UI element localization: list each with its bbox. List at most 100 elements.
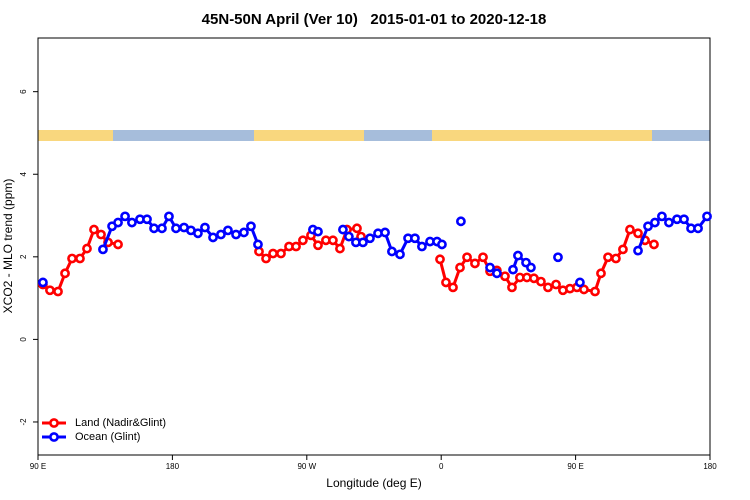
y-tick-label: 2 bbox=[19, 254, 28, 259]
point bbox=[82, 243, 92, 254]
point bbox=[693, 223, 703, 234]
land-strip bbox=[38, 130, 113, 141]
legend-label: Land (Nadir&Glint) bbox=[75, 417, 166, 429]
point bbox=[649, 239, 659, 250]
plot-frame bbox=[37, 37, 711, 456]
point bbox=[261, 253, 271, 264]
point bbox=[216, 229, 226, 240]
point bbox=[127, 217, 137, 228]
point bbox=[358, 237, 368, 248]
point bbox=[470, 258, 480, 269]
point bbox=[113, 239, 123, 250]
point bbox=[553, 252, 563, 263]
point bbox=[223, 225, 233, 236]
legend-box bbox=[39, 413, 184, 446]
land-strip bbox=[432, 130, 652, 141]
point bbox=[253, 239, 263, 250]
series-line bbox=[101, 213, 709, 275]
point bbox=[441, 277, 451, 288]
point bbox=[67, 253, 77, 264]
point bbox=[455, 262, 465, 273]
point bbox=[410, 233, 420, 244]
point bbox=[157, 223, 167, 234]
y-tick-label: 4 bbox=[19, 171, 28, 176]
point bbox=[208, 232, 218, 243]
point bbox=[633, 245, 643, 256]
point bbox=[526, 262, 536, 273]
point bbox=[508, 264, 518, 275]
x-tick-label: 90 E bbox=[567, 462, 583, 471]
point bbox=[417, 241, 427, 252]
point bbox=[53, 286, 63, 297]
x-tick-label: 90 W bbox=[297, 462, 316, 471]
point bbox=[193, 228, 203, 239]
point bbox=[120, 211, 130, 222]
point bbox=[200, 222, 210, 233]
point bbox=[96, 229, 106, 240]
point bbox=[485, 262, 495, 273]
point bbox=[649, 217, 660, 228]
y-tick-label: 0 bbox=[19, 337, 28, 342]
point bbox=[456, 216, 466, 227]
point bbox=[507, 282, 517, 293]
y-tick-label: -2 bbox=[19, 418, 28, 426]
point bbox=[513, 250, 523, 261]
x-tick-label: 90 E bbox=[30, 462, 46, 471]
point bbox=[702, 211, 712, 222]
point bbox=[380, 227, 390, 238]
point bbox=[246, 221, 256, 232]
point bbox=[113, 217, 123, 228]
point bbox=[352, 223, 362, 234]
point bbox=[164, 211, 174, 222]
legend-swatch bbox=[49, 432, 59, 442]
point bbox=[298, 235, 308, 246]
point bbox=[276, 248, 286, 259]
point bbox=[611, 253, 621, 264]
point bbox=[60, 268, 70, 279]
point bbox=[643, 221, 653, 232]
legend-swatch bbox=[49, 418, 59, 428]
chart-title: 45N-50N April (Ver 10) 2015-01-01 to 202… bbox=[202, 11, 547, 28]
point bbox=[579, 284, 589, 295]
point bbox=[313, 226, 323, 237]
point bbox=[142, 214, 152, 225]
point bbox=[462, 252, 472, 263]
land-strip bbox=[254, 130, 364, 141]
point bbox=[75, 253, 85, 264]
point bbox=[596, 268, 606, 279]
point bbox=[448, 282, 458, 293]
point bbox=[89, 224, 99, 235]
x-axis-label: Longitude (deg E) bbox=[326, 476, 421, 490]
y-axis-label: XCO2 - MLO trend (ppm) bbox=[1, 179, 15, 314]
point bbox=[313, 240, 323, 251]
point bbox=[500, 271, 510, 282]
point bbox=[551, 279, 561, 290]
point bbox=[618, 244, 628, 255]
legend-label: Ocean (Glint) bbox=[75, 431, 140, 443]
point bbox=[478, 252, 488, 263]
point bbox=[590, 286, 600, 297]
point bbox=[435, 254, 445, 265]
point bbox=[664, 217, 674, 228]
point bbox=[328, 235, 338, 246]
map-strip bbox=[38, 130, 710, 141]
y-tick-label: 6 bbox=[19, 89, 28, 94]
point bbox=[98, 244, 108, 255]
point bbox=[603, 252, 613, 263]
point bbox=[291, 241, 301, 252]
x-tick-label: 180 bbox=[703, 462, 717, 471]
point bbox=[536, 276, 546, 287]
point bbox=[543, 282, 553, 293]
point bbox=[657, 211, 667, 222]
point bbox=[268, 248, 278, 259]
point bbox=[679, 214, 689, 225]
point bbox=[395, 249, 405, 260]
point bbox=[338, 224, 348, 235]
point bbox=[45, 285, 55, 296]
ocean-strip bbox=[38, 130, 710, 141]
point bbox=[231, 229, 241, 240]
point bbox=[335, 243, 345, 254]
point bbox=[239, 227, 249, 238]
point bbox=[38, 277, 48, 288]
